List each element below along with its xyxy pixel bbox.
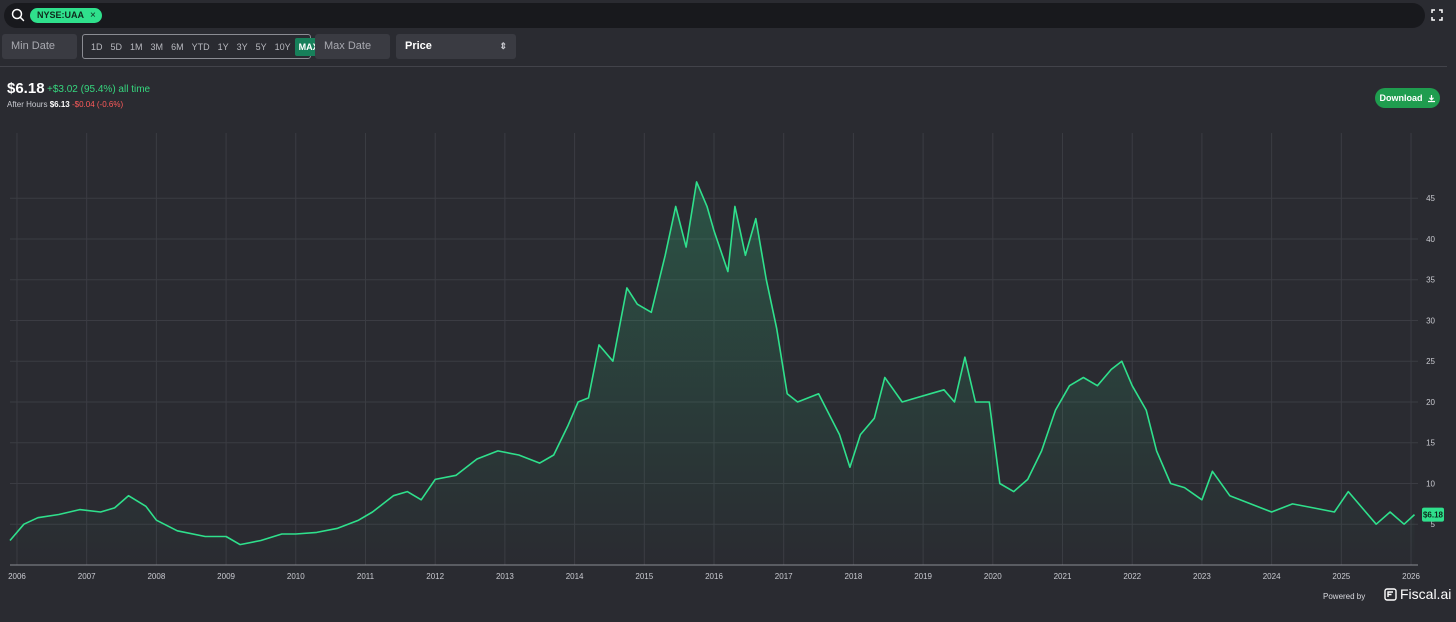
x-tick-label: 2010 [287, 572, 305, 581]
price-change: +$3.02 (95.4%) all time [47, 84, 151, 95]
download-icon [1427, 94, 1435, 102]
powered-by-label: Powered by [1323, 592, 1366, 601]
x-tick-label: 2007 [78, 572, 96, 581]
y-tick-label: 40 [1426, 235, 1435, 244]
x-tick-label: 2021 [1054, 572, 1072, 581]
y-tick-label: 30 [1426, 316, 1435, 325]
x-tick-label: 2026 [1402, 572, 1420, 581]
range-button-3y[interactable]: 3Y [236, 41, 248, 52]
x-tick-label: 2009 [217, 572, 235, 581]
brand-name: Fiscal.ai [1400, 586, 1452, 602]
x-tick-label: 2025 [1332, 572, 1350, 581]
range-button-5d[interactable]: 5D [110, 41, 123, 52]
y-tick-label: 15 [1426, 439, 1435, 448]
chip-close-icon[interactable]: × [90, 10, 96, 21]
range-button-ytd[interactable]: YTD [191, 41, 210, 52]
x-tick-label: 2016 [705, 572, 723, 581]
x-tick-label: 2023 [1193, 572, 1211, 581]
range-button-1m[interactable]: 1M [130, 41, 143, 52]
range-button-1y[interactable]: 1Y [217, 41, 229, 52]
search-bar[interactable]: NYSE:UAA × [4, 3, 1425, 28]
ticker-chip[interactable]: NYSE:UAA × [30, 8, 102, 23]
x-tick-label: 2011 [357, 572, 375, 581]
fiscal-logo-icon [1384, 587, 1397, 601]
ticker-chip-label: NYSE:UAA [37, 10, 85, 20]
y-tick-label: 5 [1431, 520, 1436, 529]
download-button[interactable]: Download [1375, 88, 1440, 108]
x-tick-label: 2024 [1263, 572, 1281, 581]
range-selector: 1D 5D 1M 3M 6M YTD 1Y 3Y 5Y 10Y MAX [82, 34, 323, 59]
x-tick-label: 2015 [635, 572, 653, 581]
x-tick-label: 2017 [775, 572, 793, 581]
select-chevron-icon: ⇕ [499, 41, 507, 51]
y-tick-label: 10 [1426, 479, 1435, 488]
divider [0, 66, 1447, 67]
last-value-badge [1422, 507, 1444, 522]
y-tick-label: 35 [1426, 276, 1435, 285]
after-hours-price: $6.13 [49, 100, 70, 109]
x-tick-label: 2014 [566, 572, 584, 581]
min-date-input[interactable]: Min Date [2, 34, 77, 59]
search-icon[interactable] [10, 7, 26, 23]
x-tick-label: 2018 [845, 572, 863, 581]
range-button-5y[interactable]: 5Y [255, 41, 267, 52]
metric-select[interactable]: Price ⇕ [396, 34, 516, 59]
download-label: Download [1379, 93, 1423, 103]
range-button-10y[interactable]: 10Y [274, 41, 291, 52]
y-tick-label: 20 [1426, 398, 1435, 407]
last-value-label: $6.18 [1423, 511, 1444, 520]
price-area-fill [10, 181, 1415, 565]
range-button-1d[interactable]: 1D [91, 41, 103, 52]
current-price: $6.18 [7, 80, 45, 97]
after-hours-change: -$0.04 (-0.6%) [71, 100, 124, 109]
metric-select-value: Price [405, 40, 432, 52]
x-tick-label: 2006 [8, 572, 26, 581]
after-hours-row: After Hours $6.13 -$0.04 (-0.6%) [7, 100, 123, 109]
price-chart[interactable]: 2006 2007 2008 2009 2010 2011 2012 2013 2014 2015… [0, 125, 1456, 585]
price-line [9, 181, 1416, 546]
x-tick-label: 2013 [496, 572, 514, 581]
range-button-6m[interactable]: 6M [171, 41, 184, 52]
fullscreen-icon[interactable] [1431, 9, 1443, 21]
range-button-3m[interactable]: 3M [150, 41, 164, 52]
x-tick-label: 2020 [984, 572, 1002, 581]
x-tick-label: 2008 [147, 572, 165, 581]
y-tick-label: 45 [1426, 194, 1435, 203]
y-tick-label: 25 [1426, 357, 1435, 366]
after-hours-label: After Hours [7, 100, 48, 109]
brand-logo: Fiscal.ai [1384, 586, 1451, 602]
max-date-input[interactable]: Max Date [315, 34, 390, 59]
x-tick-label: 2019 [914, 572, 932, 581]
x-tick-label: 2022 [1123, 572, 1141, 581]
x-tick-label: 2012 [426, 572, 444, 581]
